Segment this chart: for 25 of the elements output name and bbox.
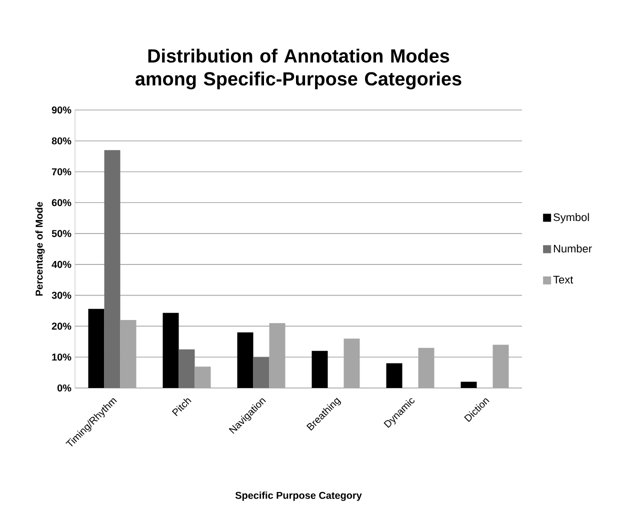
y-tick-label: 20% bbox=[52, 322, 72, 330]
y-tick-label: 0% bbox=[57, 384, 72, 392]
chart-title: Distribution of Annotation Modes among Specific-Purpose Categories bbox=[135, 48, 462, 90]
y-axis-title: Percentage of Mode bbox=[35, 202, 45, 296]
bar bbox=[178, 349, 195, 388]
bar bbox=[237, 332, 254, 388]
y-tick-label: 10% bbox=[52, 354, 72, 361]
y-tick-label: 30% bbox=[52, 292, 72, 299]
y-tick-label: 60% bbox=[52, 199, 72, 206]
bar bbox=[253, 357, 270, 388]
y-tick-label: 50% bbox=[52, 230, 72, 238]
legend-label: Number bbox=[554, 244, 592, 253]
legend-label: Text bbox=[553, 276, 574, 284]
bar bbox=[312, 350, 328, 388]
bar bbox=[162, 312, 179, 388]
bar bbox=[104, 150, 120, 388]
y-tick-label: 70% bbox=[52, 168, 72, 176]
bar bbox=[386, 363, 402, 388]
y-tick-label: 90% bbox=[52, 106, 72, 114]
bar bbox=[460, 382, 477, 388]
bar bbox=[88, 308, 104, 388]
x-axis-title: Specific Purpose Category bbox=[235, 492, 362, 501]
y-tick-label: 80% bbox=[52, 137, 72, 144]
y-tick-label: 40% bbox=[52, 260, 72, 268]
legend-label: Symbol bbox=[554, 213, 589, 224]
